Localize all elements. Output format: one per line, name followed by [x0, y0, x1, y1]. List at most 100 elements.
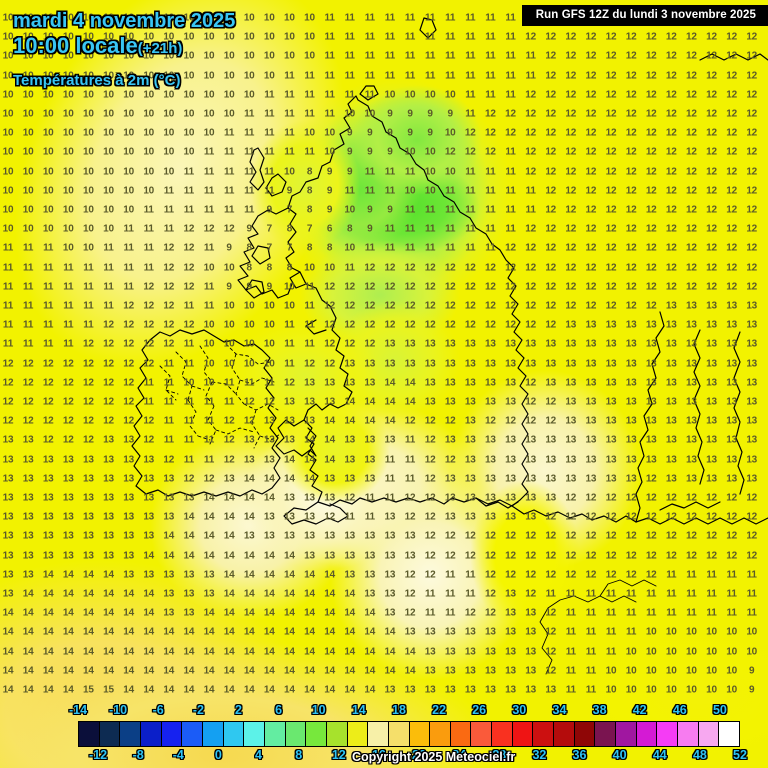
coast-france-inland [539, 595, 637, 675]
colour-scale-swatch [492, 722, 513, 746]
colour-scale-tick-bottom: 48 [692, 748, 707, 762]
colour-scale-swatch [657, 722, 679, 746]
colour-scale-tick-top: 46 [672, 703, 687, 717]
colour-scale-tick-bottom: 0 [214, 748, 222, 762]
colour-scale-tick-top: 50 [712, 703, 727, 717]
coast-skye [265, 173, 287, 197]
forecast-time-label: 10:00 locale(+21h) [13, 33, 182, 59]
coast-belgium-border [599, 579, 657, 597]
forecast-offset-value: (+21h) [137, 40, 183, 57]
coast-outer-hebrides [249, 147, 265, 191]
colour-scale-tick-bottom: -4 [172, 748, 184, 762]
colour-scale-swatch [409, 722, 431, 746]
colour-scale-swatch [471, 722, 493, 746]
colour-scale-swatch [512, 722, 534, 746]
colour-scale-legend: -14 -10 -6 -2 2 6 10 14 18 22 26 30 34 38 42 46 50 -12 -8-… [0, 700, 768, 768]
colour-scale-tick-top: -14 [68, 703, 88, 717]
colour-scale-tick-bottom: 20 [412, 748, 426, 762]
colour-scale-tick-bottom: -12 [89, 748, 108, 762]
colour-scale-swatch [223, 722, 245, 746]
colour-scale-tick-top: 2 [235, 703, 242, 717]
colour-scale-tick-top: -2 [192, 703, 204, 717]
colour-scale-swatch [533, 722, 555, 746]
colour-scale-swatch [698, 722, 720, 746]
colour-scale-swatch [140, 722, 162, 746]
colour-scale-tick-top: 18 [392, 703, 406, 717]
colour-scale-tick-top: 26 [472, 703, 487, 717]
coast-cornwall [283, 501, 349, 525]
model-run-banner: Run GFS 12Z du lundi 3 novembre 2025 [521, 5, 768, 26]
colour-scale-swatch [244, 722, 265, 746]
colour-scale-tick-top: 30 [512, 703, 527, 717]
colour-scale-swatch [719, 722, 739, 746]
colour-scale-swatch [285, 722, 307, 746]
colour-scale-swatch [202, 722, 224, 746]
colour-scale-tick-top: 22 [432, 703, 447, 717]
colour-scale-swatch [99, 722, 121, 746]
colour-scale-swatch [306, 722, 327, 746]
coast-netherlands [635, 311, 665, 523]
copyright-label: Copyright 2025 Meteociel.fr [352, 750, 516, 764]
colour-scale-swatch [678, 722, 699, 746]
colour-scale-tick-top: 42 [632, 703, 647, 717]
field-cold-north-highland [352, 85, 482, 195]
colour-scale-tick-top: -6 [152, 703, 164, 717]
colour-scale-tick-bottom: 8 [295, 748, 303, 762]
coast-islay [245, 279, 265, 299]
coast-jutland-east [733, 331, 745, 495]
coast-shetland [419, 17, 437, 39]
coast-thames [475, 497, 519, 509]
colour-scale-swatch [326, 722, 348, 746]
colour-scale-swatch [368, 722, 389, 746]
colour-scale-swatch [554, 722, 575, 746]
colour-scale-tick-top: 34 [552, 703, 567, 717]
forecast-date-label: mardi 4 novembre 2025 [13, 10, 236, 32]
coast-ireland-borders [159, 343, 281, 449]
colour-scale-tick-bottom: 16 [371, 748, 386, 762]
coast-norway-sw [699, 53, 768, 61]
colour-scale-tick-top: 14 [351, 703, 366, 717]
colour-scale-swatch [636, 722, 658, 746]
colour-scale-swatch [120, 722, 141, 746]
field-cold-wales [280, 395, 390, 505]
coast-denmark-jutland [693, 329, 705, 485]
colour-scale-tick-top: 10 [311, 703, 326, 717]
colour-scale-tick-bottom: 40 [612, 748, 627, 762]
colour-scale-tick-top: -10 [109, 703, 128, 717]
colour-scale-tick-bottom: 44 [652, 748, 667, 762]
coast-orkney [359, 85, 379, 101]
coast-mull [251, 245, 271, 265]
colour-scale-tick-top: 6 [275, 703, 283, 717]
colour-scale-swatch [347, 722, 369, 746]
coast-wales [275, 419, 317, 457]
colour-scale-swatch [264, 722, 286, 746]
colour-scale-bar [78, 721, 740, 747]
coast-solway [305, 319, 327, 335]
coast-ireland [131, 329, 281, 497]
colour-scale-tick-bottom: 36 [572, 748, 587, 762]
colour-scale-swatch [595, 722, 617, 746]
colour-scale-swatch [430, 722, 451, 746]
colour-scale-swatch [388, 722, 410, 746]
colour-scale-tick-bottom: 24 [452, 748, 467, 762]
colour-scale-tick-bottom: 4 [255, 748, 262, 762]
colour-scale-swatch [574, 722, 596, 746]
colour-scale-tick-bottom: 28 [492, 748, 507, 762]
colour-scale-swatch [182, 722, 203, 746]
colour-scale-tick-top: 38 [592, 703, 607, 717]
coast-wadden [659, 501, 721, 511]
colour-scale-swatch [616, 722, 637, 746]
colour-scale-tick-bottom: -8 [132, 748, 144, 762]
parameter-label: Températures à 2m (°C) [13, 72, 181, 89]
coast-scotland-west [237, 207, 293, 299]
colour-scale-tick-bottom: 32 [532, 748, 547, 762]
colour-scale-swatch [161, 722, 183, 746]
coast-great-britain [285, 95, 529, 507]
colour-scale-tick-bottom: 52 [733, 748, 747, 762]
coast-clyde [289, 271, 307, 289]
colour-scale-swatch [79, 722, 100, 746]
colour-scale-swatch [450, 722, 472, 746]
colour-scale-tick-bottom: 12 [331, 748, 346, 762]
